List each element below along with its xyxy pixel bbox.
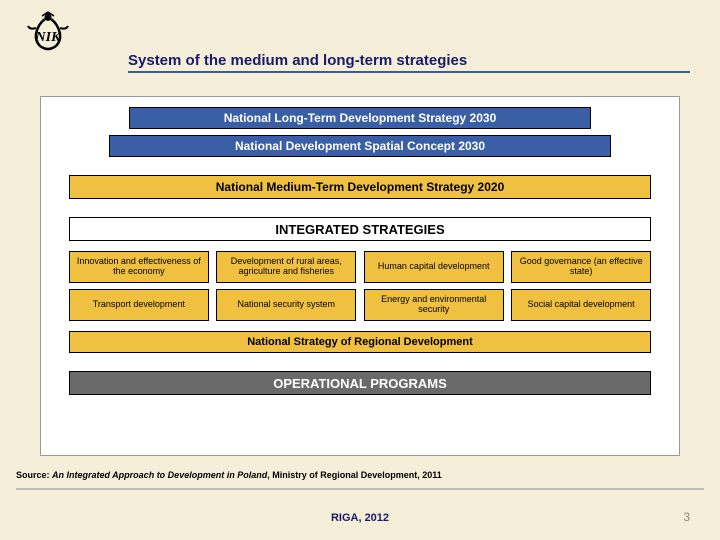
bar-integrated: INTEGRATED STRATEGIES bbox=[69, 217, 651, 241]
cell-energy: Energy and environmental security bbox=[364, 289, 504, 321]
cell-transport: Transport development bbox=[69, 289, 209, 321]
footer-location: RIGA, 2012 bbox=[0, 512, 720, 524]
cell-security: National security system bbox=[216, 289, 356, 321]
strategy-diagram: National Long-Term Development Strategy … bbox=[40, 96, 680, 456]
svg-text:NIK: NIK bbox=[35, 30, 63, 45]
bar-longterm: National Long-Term Development Strategy … bbox=[129, 107, 591, 129]
source-rest: , Ministry of Regional Development, 2011 bbox=[267, 470, 442, 480]
cell-rural: Development of rural areas, agriculture … bbox=[216, 251, 356, 283]
source-title: An Integrated Approach to Development in… bbox=[52, 470, 267, 480]
strategy-row-2: Transport development National security … bbox=[69, 289, 651, 321]
cell-human: Human capital development bbox=[364, 251, 504, 283]
cell-social: Social capital development bbox=[511, 289, 651, 321]
bar-mediumterm: National Medium-Term Development Strateg… bbox=[69, 175, 651, 199]
bar-spatial: National Development Spatial Concept 203… bbox=[109, 135, 611, 157]
page-title: System of the medium and long-term strat… bbox=[128, 52, 690, 73]
source-label: Source: bbox=[16, 470, 52, 480]
bar-operational: OPERATIONAL PROGRAMS bbox=[69, 371, 651, 395]
nik-logo: NIK bbox=[18, 6, 78, 66]
cell-innovation: Innovation and effectiveness of the econ… bbox=[69, 251, 209, 283]
page-number: 3 bbox=[683, 510, 690, 524]
source-citation: Source: An Integrated Approach to Develo… bbox=[16, 470, 704, 490]
strategy-row-1: Innovation and effectiveness of the econ… bbox=[69, 251, 651, 283]
cell-governance: Good governance (an effective state) bbox=[511, 251, 651, 283]
bar-regional: National Strategy of Regional Developmen… bbox=[69, 331, 651, 353]
